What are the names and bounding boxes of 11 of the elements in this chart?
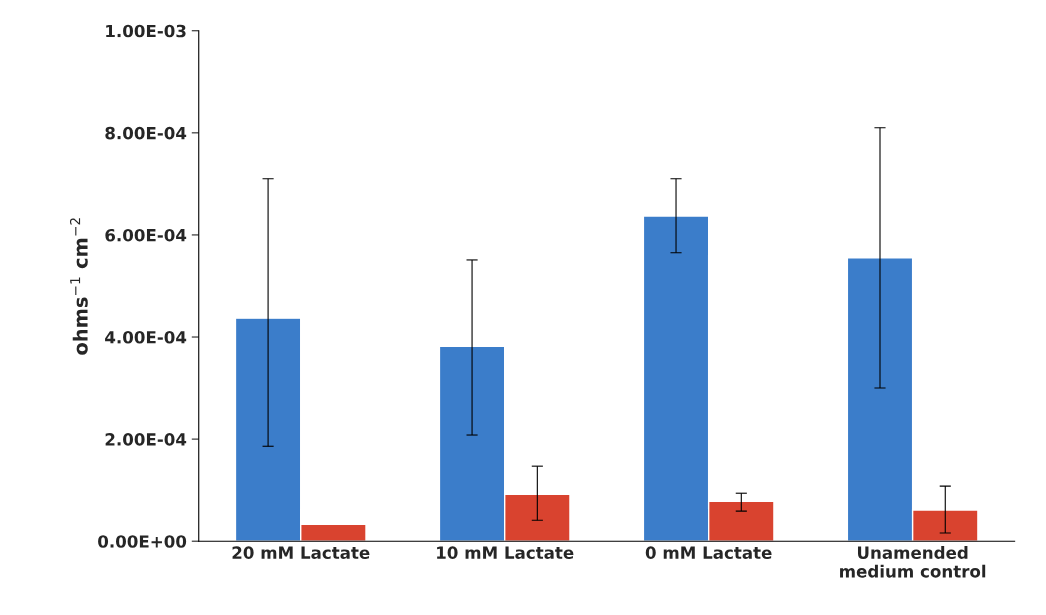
y-tick-label: 8.00E-04 <box>105 126 187 140</box>
x-tick-label: Unamended medium control <box>840 546 986 578</box>
y-tick-label: 6.00E-04 <box>105 228 187 242</box>
y-tick-label: 4.00E-04 <box>105 330 187 344</box>
x-tick-label: 0 mM Lactate <box>645 546 772 559</box>
x-tick-label: 20 mM Lactate <box>232 546 370 559</box>
x-tick-label: 10 mM Lactate <box>437 546 574 559</box>
y-tick-label: 1.00E-03 <box>106 24 186 38</box>
y-tick-label: 0.00E+00 <box>98 535 187 548</box>
y-tick-label: 2.00E-04 <box>105 433 187 446</box>
y-axis-title: ohms$^{−1}$ cm$^{−2}$ <box>69 218 88 355</box>
